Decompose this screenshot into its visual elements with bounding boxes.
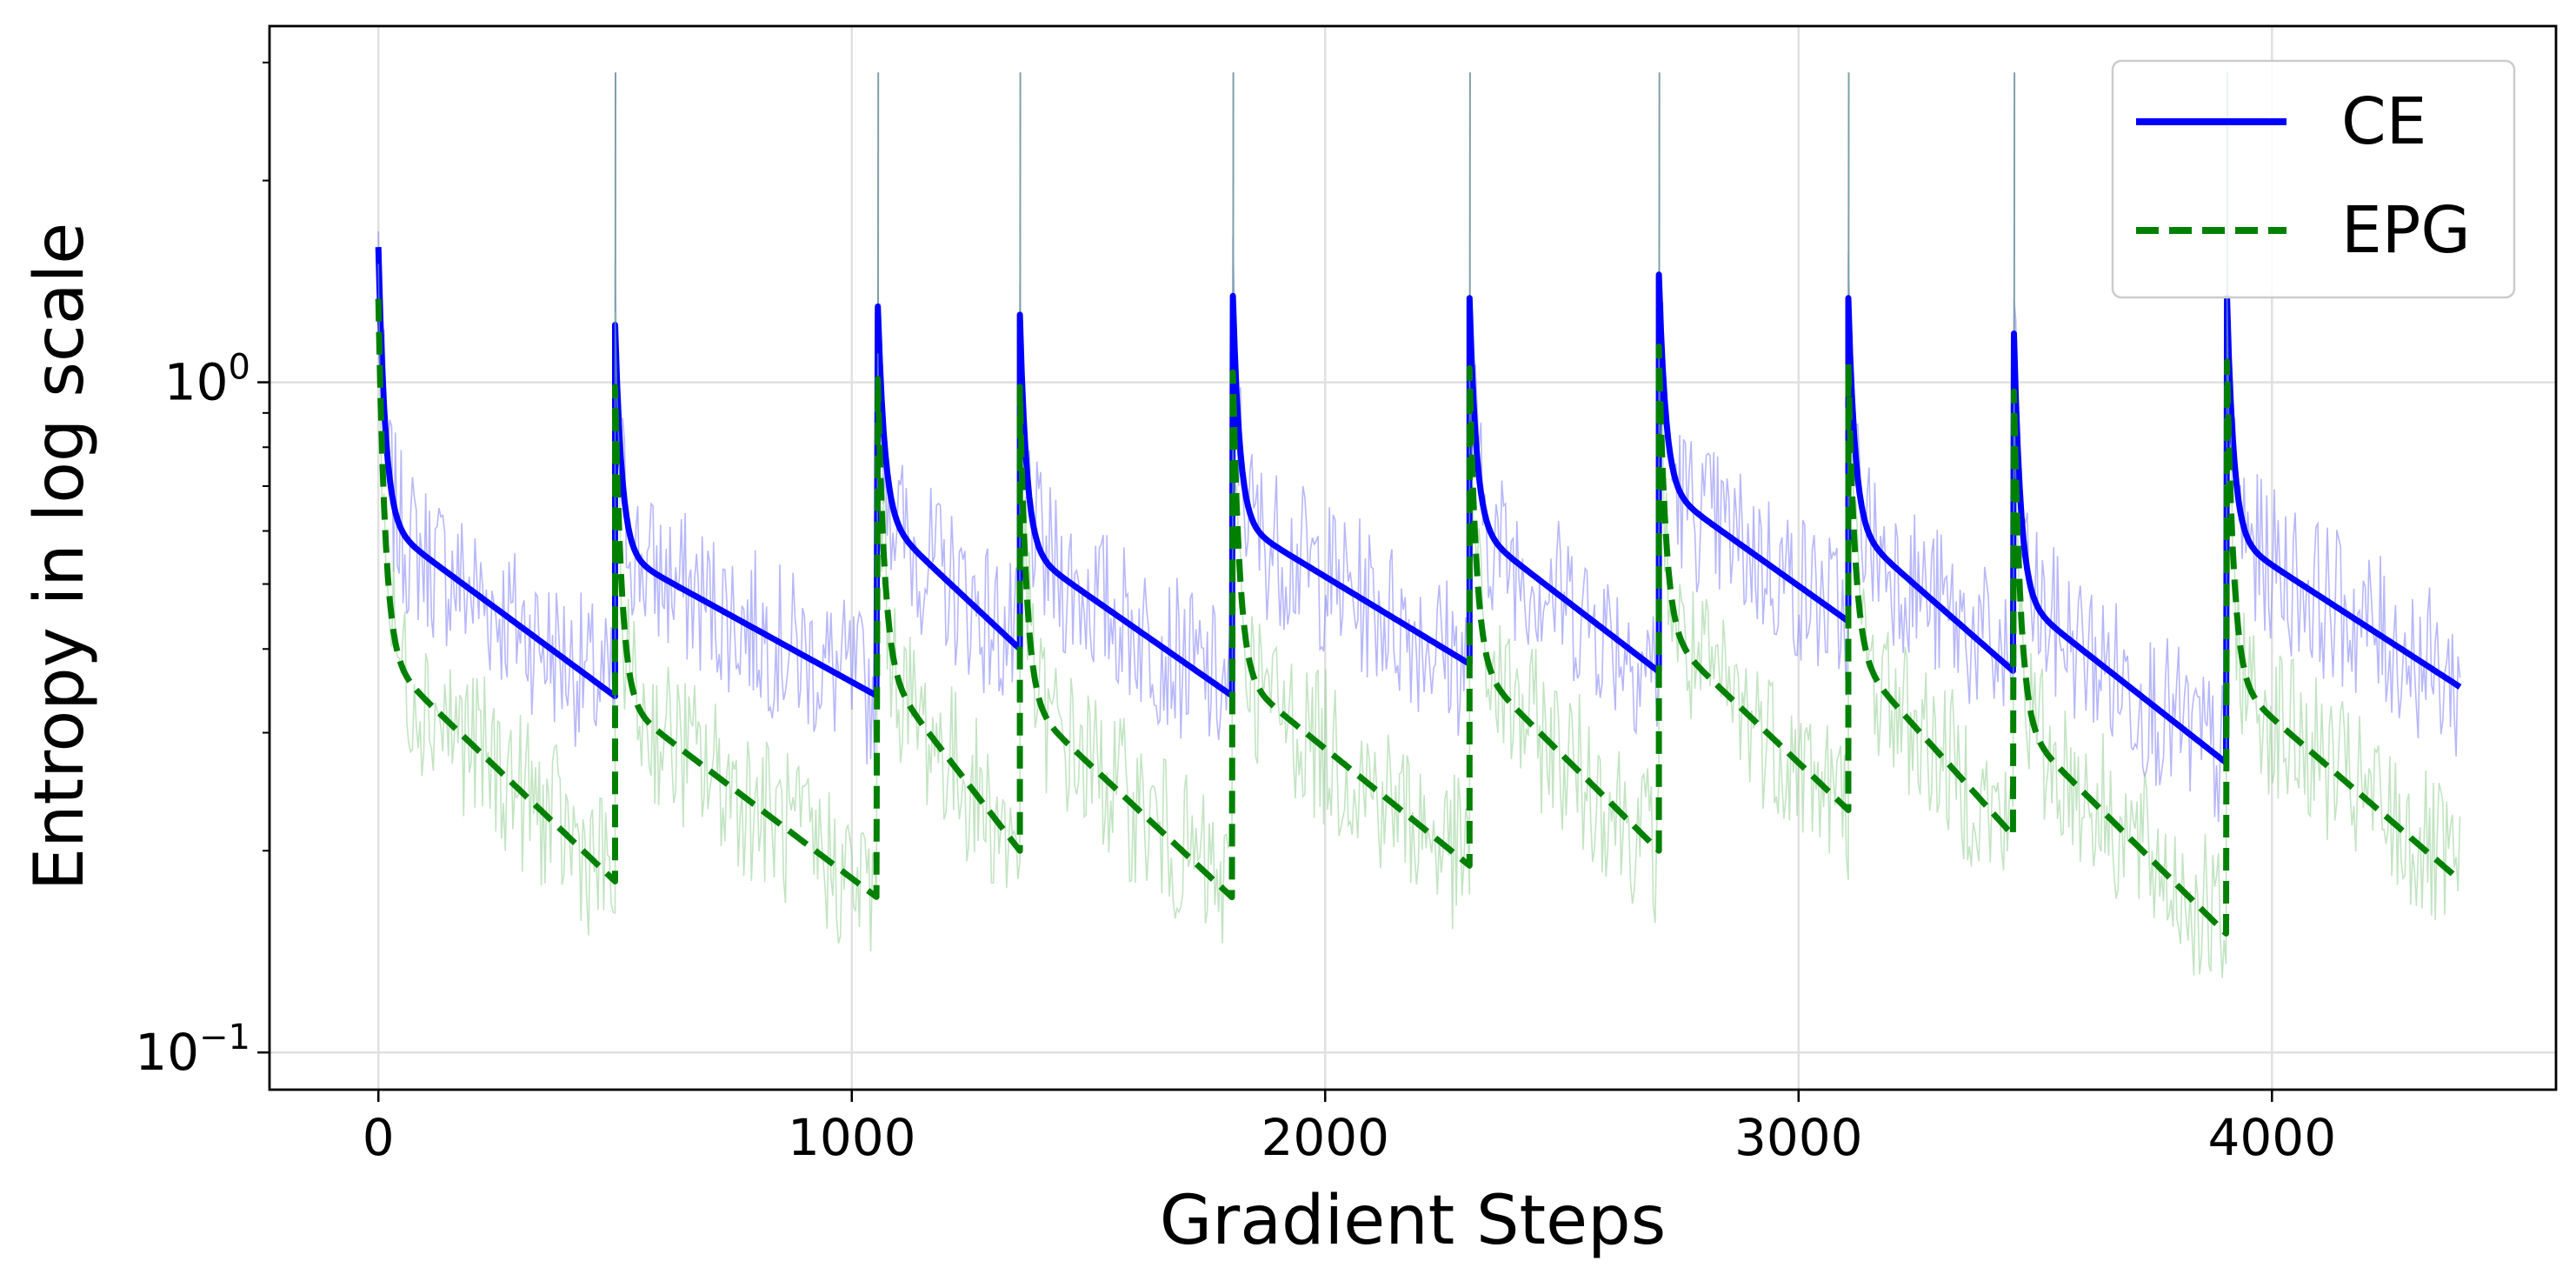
x-tick-label-3: 3000 [1734,1108,1863,1167]
y-tick-label-1: 10−1 [135,1017,250,1082]
x-tick-label-4: 4000 [2207,1108,2336,1167]
x-tick-label-1: 1000 [788,1108,916,1167]
legend-label-epg: EPG [2341,193,2471,268]
plot-series [375,72,2462,978]
y-axis-title: Entropy in log scale [21,223,99,891]
x-tick-label-2: 2000 [1261,1108,1389,1167]
series-raw-ce [377,231,2461,823]
x-axis-title: Gradient Steps [1160,1182,1667,1260]
axis-ticks: 0 1000 2000 3000 4000 100 10−1 [135,61,2336,1167]
y-tick-label-0: 100 [164,348,250,412]
legend-label-ce: CE [2341,84,2426,159]
legend: CE EPG [2111,59,2516,299]
grid-lines [270,26,2556,1090]
series-line-epg [375,298,2462,937]
x-tick-label-0: 0 [363,1108,395,1167]
series-line-ce [375,247,2462,766]
plot-frame [268,24,2558,1091]
